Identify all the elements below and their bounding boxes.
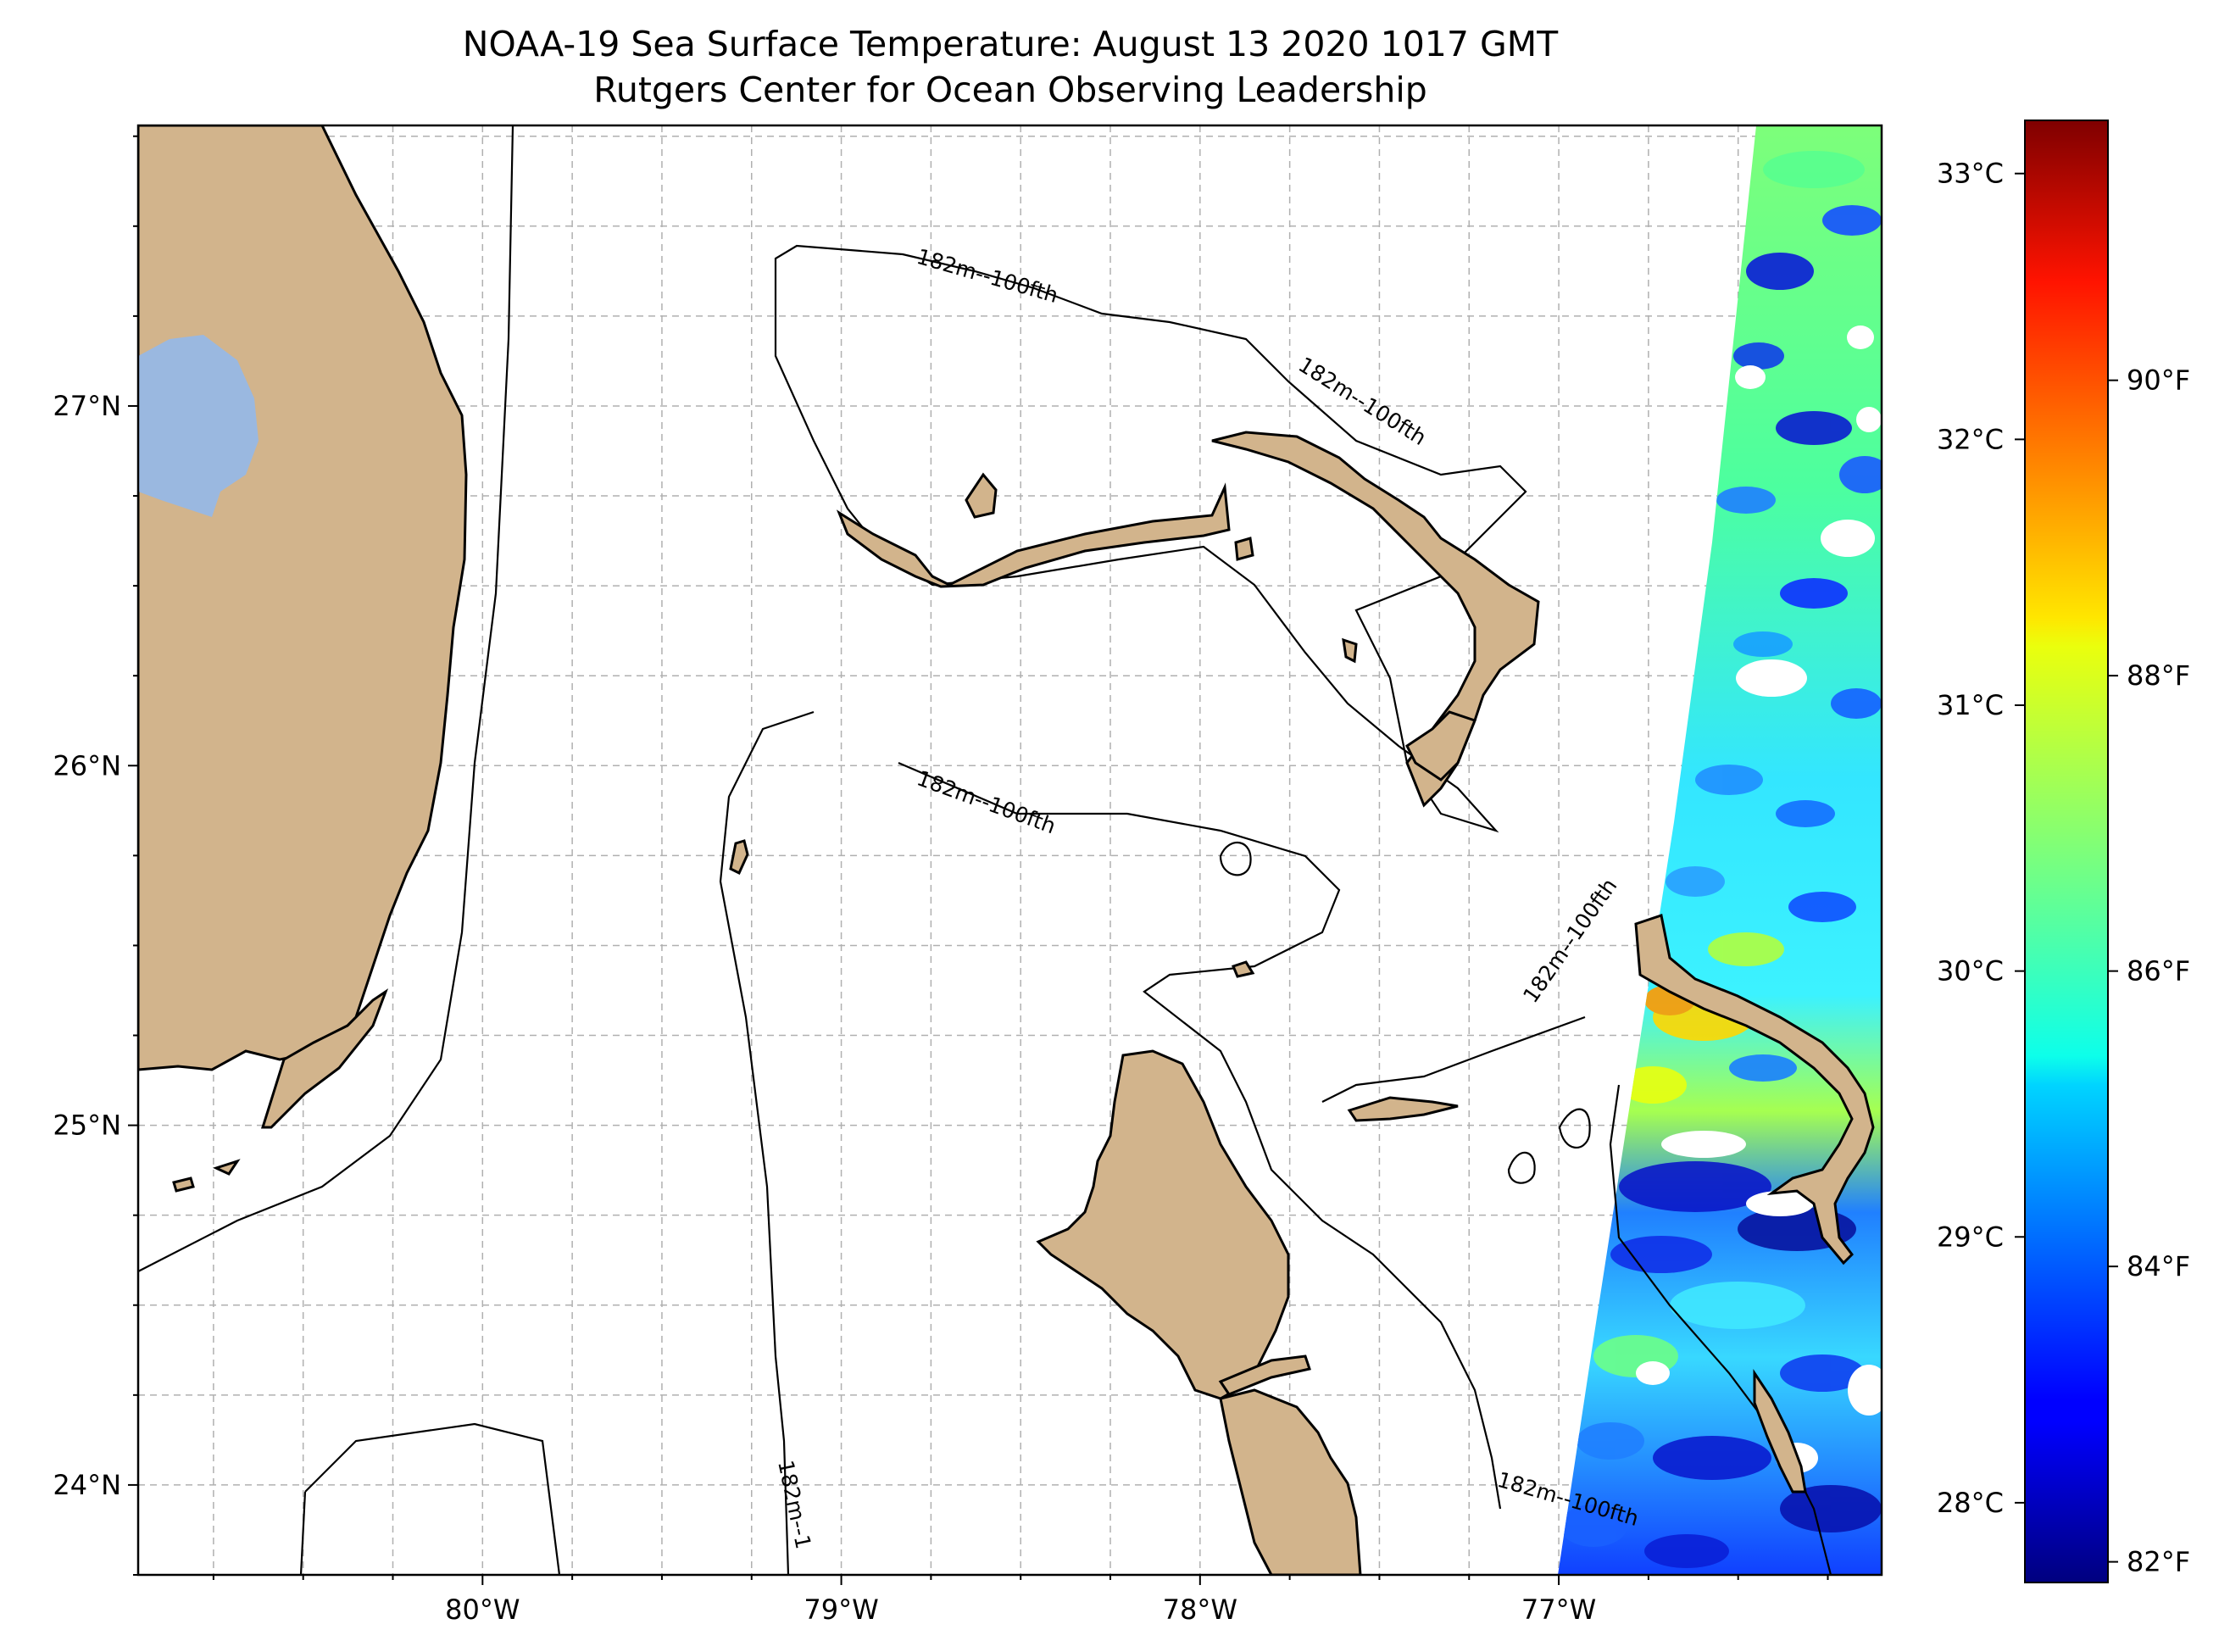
contour-great-bahama-bank-north: [719, 710, 815, 1575]
land-key-small-1: [172, 1176, 195, 1193]
colorbar: 28°C 29°C 30°C 31°C 32°C 33°C 82°F 84°F 86°F 88°…: [1937, 120, 2190, 1583]
y-tick-label: 27°N: [53, 390, 121, 422]
contour-exuma: [1609, 1084, 1832, 1575]
colorbar-celsius-label: 30°C: [1937, 955, 2004, 987]
colorbar-fahrenheit-label: 86°F: [2127, 955, 2190, 987]
map-title: NOAA-19 Sea Surface Temperature: August …: [463, 24, 1559, 64]
land-bimini: [729, 839, 749, 876]
land-lake-okeechobee: [138, 335, 259, 517]
colorbar-celsius-label: 33°C: [1937, 158, 2004, 190]
land-berry-islands: [1231, 960, 1255, 978]
land-small-cay-2: [1342, 637, 1358, 664]
colorbar-fahrenheit-label: 88°F: [2127, 659, 2190, 692]
land-exuma: [1753, 1369, 1807, 1493]
land-eleuthera: [1634, 914, 1875, 1265]
depth-contours: [138, 125, 1832, 1575]
colorbar-fahrenheit-axis: 82°F 84°F 86°F 88°F 90°F: [2108, 364, 2190, 1578]
colorbar-fahrenheit-label: 90°F: [2127, 364, 2190, 397]
land-florida-keys: [260, 988, 389, 1129]
land-small-cay-1: [1234, 537, 1254, 561]
y-tick-label: 24°N: [53, 1469, 121, 1501]
landmasses: [138, 125, 1875, 1575]
colorbar-fahrenheit-label: 82°F: [2127, 1546, 2190, 1578]
contour-tongue-of-ocean: [898, 761, 1502, 1510]
map-frame: [136, 124, 1883, 1577]
land-new-providence: [1347, 1096, 1459, 1122]
contour-island-ring-2: [1507, 1151, 1536, 1184]
land-andros-bar: [1218, 1354, 1311, 1396]
contour-great-bahama-bank-east: [1321, 1015, 1586, 1103]
land-grand-bahama-bump: [965, 472, 998, 519]
x-tick-label: 79°W: [804, 1594, 878, 1626]
colorbar-celsius-label: 32°C: [1937, 423, 2004, 455]
contour-florida-shelf: [138, 125, 514, 1272]
contour-island-ring-3: [1219, 841, 1252, 876]
y-tick-label: 25°N: [53, 1110, 121, 1142]
land-abaco-south: [1405, 710, 1476, 782]
x-tick-label: 77°W: [1521, 1594, 1596, 1626]
colorbar-fahrenheit-label: 84°F: [2127, 1250, 2190, 1282]
map-subtitle: Rutgers Center for Ocean Observing Leade…: [593, 70, 1427, 110]
x-tick-labels: 80°W 79°W 78°W 77°W: [445, 1594, 1596, 1626]
land-andros: [1036, 1049, 1290, 1400]
x-tick-label: 78°W: [1163, 1594, 1237, 1626]
colorbar-gradient: [2024, 120, 2109, 1583]
colorbar-celsius-axis: 28°C 29°C 30°C 31°C 32°C 33°C: [1937, 158, 2025, 1519]
land-andros-south: [1219, 1388, 1362, 1575]
axis-ticks: [128, 135, 1829, 1585]
y-tick-labels: 24°N 25°N 26°N 27°N: [53, 390, 121, 1501]
land-key-small-2: [212, 1159, 241, 1176]
land-grand-bahama: [836, 482, 1231, 588]
colorbar-celsius-label: 29°C: [1937, 1221, 2004, 1253]
y-tick-label: 26°N: [53, 749, 121, 782]
colorbar-celsius-label: 31°C: [1937, 689, 2004, 721]
contour-andros-south: [299, 1422, 561, 1575]
colorbar-celsius-label: 28°C: [1937, 1487, 2004, 1519]
x-tick-label: 80°W: [445, 1594, 520, 1626]
contour-island-ring-1: [1558, 1108, 1591, 1149]
